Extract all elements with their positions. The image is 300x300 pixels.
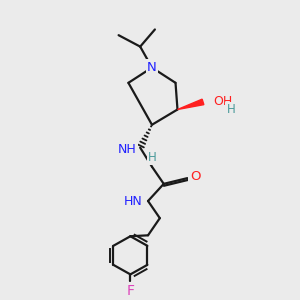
Text: OH: OH [213,95,232,108]
Text: H: H [148,151,157,164]
Text: O: O [190,170,200,183]
Text: HN: HN [123,194,142,208]
Polygon shape [178,99,204,110]
Text: NH: NH [118,143,136,156]
Text: F: F [126,284,134,298]
Text: N: N [147,61,157,74]
Text: H: H [226,103,235,116]
